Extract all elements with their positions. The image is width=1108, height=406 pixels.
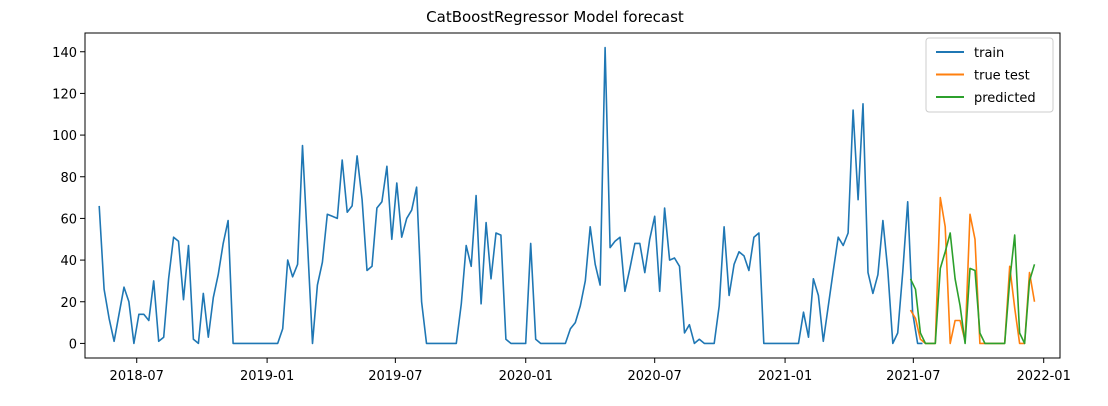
legend-box <box>925 37 1054 113</box>
legend-label: train <box>974 46 1004 61</box>
y-tick-label: 20 <box>60 296 77 311</box>
legend-label: true test <box>974 69 1030 84</box>
legend: train true test predicted <box>925 37 1054 113</box>
series-lines <box>98 46 1036 345</box>
x-tick-label: 2019-07 <box>368 369 422 384</box>
x-tick-label: 2018-07 <box>110 369 164 384</box>
y-tick-label: 100 <box>52 129 77 144</box>
x-tick-label: 2022-01 <box>1017 369 1071 384</box>
y-tick-label: 80 <box>60 171 77 186</box>
x-tick-label: 2019-01 <box>240 369 294 384</box>
x-tick-label: 2020-01 <box>499 369 553 384</box>
legend-label: predicted <box>974 91 1036 106</box>
y-tick-label: 60 <box>60 212 77 227</box>
chart-title: CatBoostRegressor Model forecast <box>426 8 684 26</box>
x-tick-label: 2021-07 <box>886 369 940 384</box>
series-line-predicted <box>909 232 1036 345</box>
x-tick-label: 2020-07 <box>628 369 682 384</box>
axes: 0 20 40 60 80 100 120 140 2018-07 2019-01 2019-07 2… <box>52 46 1071 384</box>
series-line-train <box>98 46 923 345</box>
y-tick-label: 140 <box>52 46 77 61</box>
y-tick-label: 120 <box>52 87 77 102</box>
y-tick-label: 0 <box>69 337 77 352</box>
y-tick-label: 40 <box>60 254 77 269</box>
plot-area-frame <box>84 32 1061 359</box>
x-tick-label: 2021-01 <box>758 369 812 384</box>
